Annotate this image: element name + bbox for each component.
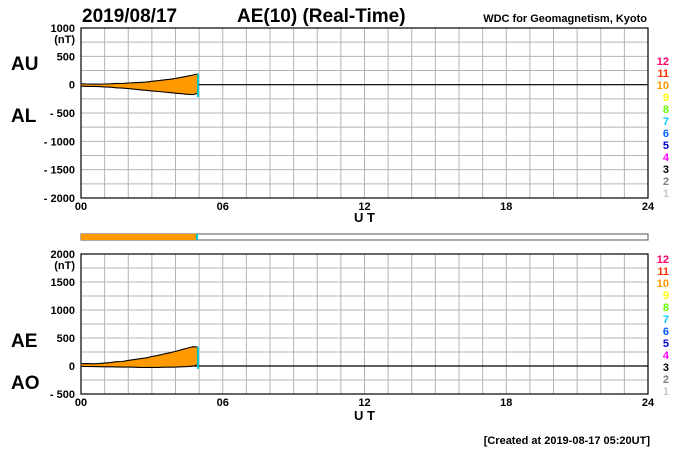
y-tick-label: 1000	[51, 305, 75, 317]
station-count-legend-item: 3	[663, 164, 669, 176]
station-count-legend-item: 1	[663, 188, 669, 200]
station-count-legend-item: 10	[657, 80, 669, 92]
y-axis-unit: (nT)	[54, 34, 75, 46]
x-axis-label: U T	[354, 408, 375, 423]
x-tick-label: 00	[75, 397, 87, 409]
y-tick-label: - 2000	[44, 193, 75, 205]
station-count-legend-item: 7	[663, 314, 669, 326]
au-al-panel: 1000 500 0 - 500 - 1000 - 1500 - 2000 (nT) 00 06 1…	[11, 23, 670, 225]
series-label-al: AL	[11, 106, 37, 127]
series-line-au	[80, 73, 199, 85]
station-count-legend-item: 6	[663, 326, 669, 338]
x-tick-label: 18	[500, 397, 512, 409]
y-tick-label: 500	[57, 333, 75, 345]
station-count-legend-item: 2	[663, 374, 669, 386]
y-tick-label: - 500	[50, 389, 75, 401]
station-count-legend-item: 12	[657, 254, 669, 266]
station-count-legend-item: 9	[663, 92, 669, 104]
station-count-legend-item: 5	[663, 140, 669, 152]
station-count-legend-item: 8	[663, 104, 669, 116]
station-count-legend-item: 9	[663, 290, 669, 302]
y-tick-label: 1500	[51, 277, 75, 289]
plot-frame	[80, 27, 649, 199]
data-band	[81, 346, 198, 368]
station-count-legend-item: 11	[657, 266, 669, 278]
y-tick-label: 0	[69, 80, 75, 92]
y-tick-label: - 1500	[44, 165, 75, 177]
station-count-legend-item: 7	[663, 116, 669, 128]
chart-title: AE(10) (Real-Time)	[237, 6, 406, 27]
station-count-legend-item: 5	[663, 338, 669, 350]
station-count-legend-item: 1	[663, 386, 669, 398]
plot-frame	[80, 253, 649, 395]
y-tick-label: 2000	[51, 249, 75, 261]
y-tick-label: 1000	[51, 23, 75, 35]
y-axis-unit: (nT)	[54, 260, 75, 272]
x-tick-label: 12	[358, 201, 370, 213]
station-count-legend-item: 4	[663, 350, 670, 362]
data-band	[81, 73, 198, 95]
date-label: 2019/08/17	[82, 6, 177, 27]
station-count-legend-item: 11	[657, 68, 669, 80]
created-timestamp: [Created at 2019-08-17 05:20UT]	[484, 435, 651, 447]
station-count-legend-item: 6	[663, 128, 669, 140]
x-tick-label: 24	[642, 397, 655, 409]
station-bar-fill	[81, 234, 198, 240]
station-count-legend-item: 3	[663, 362, 669, 374]
x-tick-label: 00	[75, 201, 87, 213]
x-tick-label: 18	[500, 201, 512, 213]
series-line-al	[80, 85, 199, 96]
station-bar-end-marker	[195, 234, 198, 240]
x-tick-label: 24	[642, 201, 655, 213]
series-line-ae	[80, 346, 198, 365]
y-tick-label: - 500	[50, 108, 75, 120]
y-tick-label: 500	[57, 51, 75, 63]
station-count-legend-item: 10	[657, 278, 669, 290]
station-count-legend-item: 8	[663, 302, 669, 314]
series-line-ao	[80, 364, 199, 369]
station-coverage-bar	[80, 233, 649, 241]
y-tick-label: 0	[69, 361, 75, 373]
y-tick-label: - 1000	[44, 136, 75, 148]
source-label: WDC for Geomagnetism, Kyoto	[483, 13, 647, 25]
station-count-legend-item: 2	[663, 176, 669, 188]
x-axis-label: U T	[354, 210, 375, 225]
series-label-ao: AO	[11, 373, 40, 394]
station-count-legend-item: 4	[663, 152, 670, 164]
x-tick-label: 06	[217, 397, 229, 409]
x-tick-label: 06	[217, 201, 229, 213]
station-count-legend-item: 12	[657, 56, 669, 68]
series-label-ae: AE	[11, 331, 37, 352]
series-label-au: AU	[11, 54, 38, 75]
x-tick-label: 12	[358, 397, 370, 409]
